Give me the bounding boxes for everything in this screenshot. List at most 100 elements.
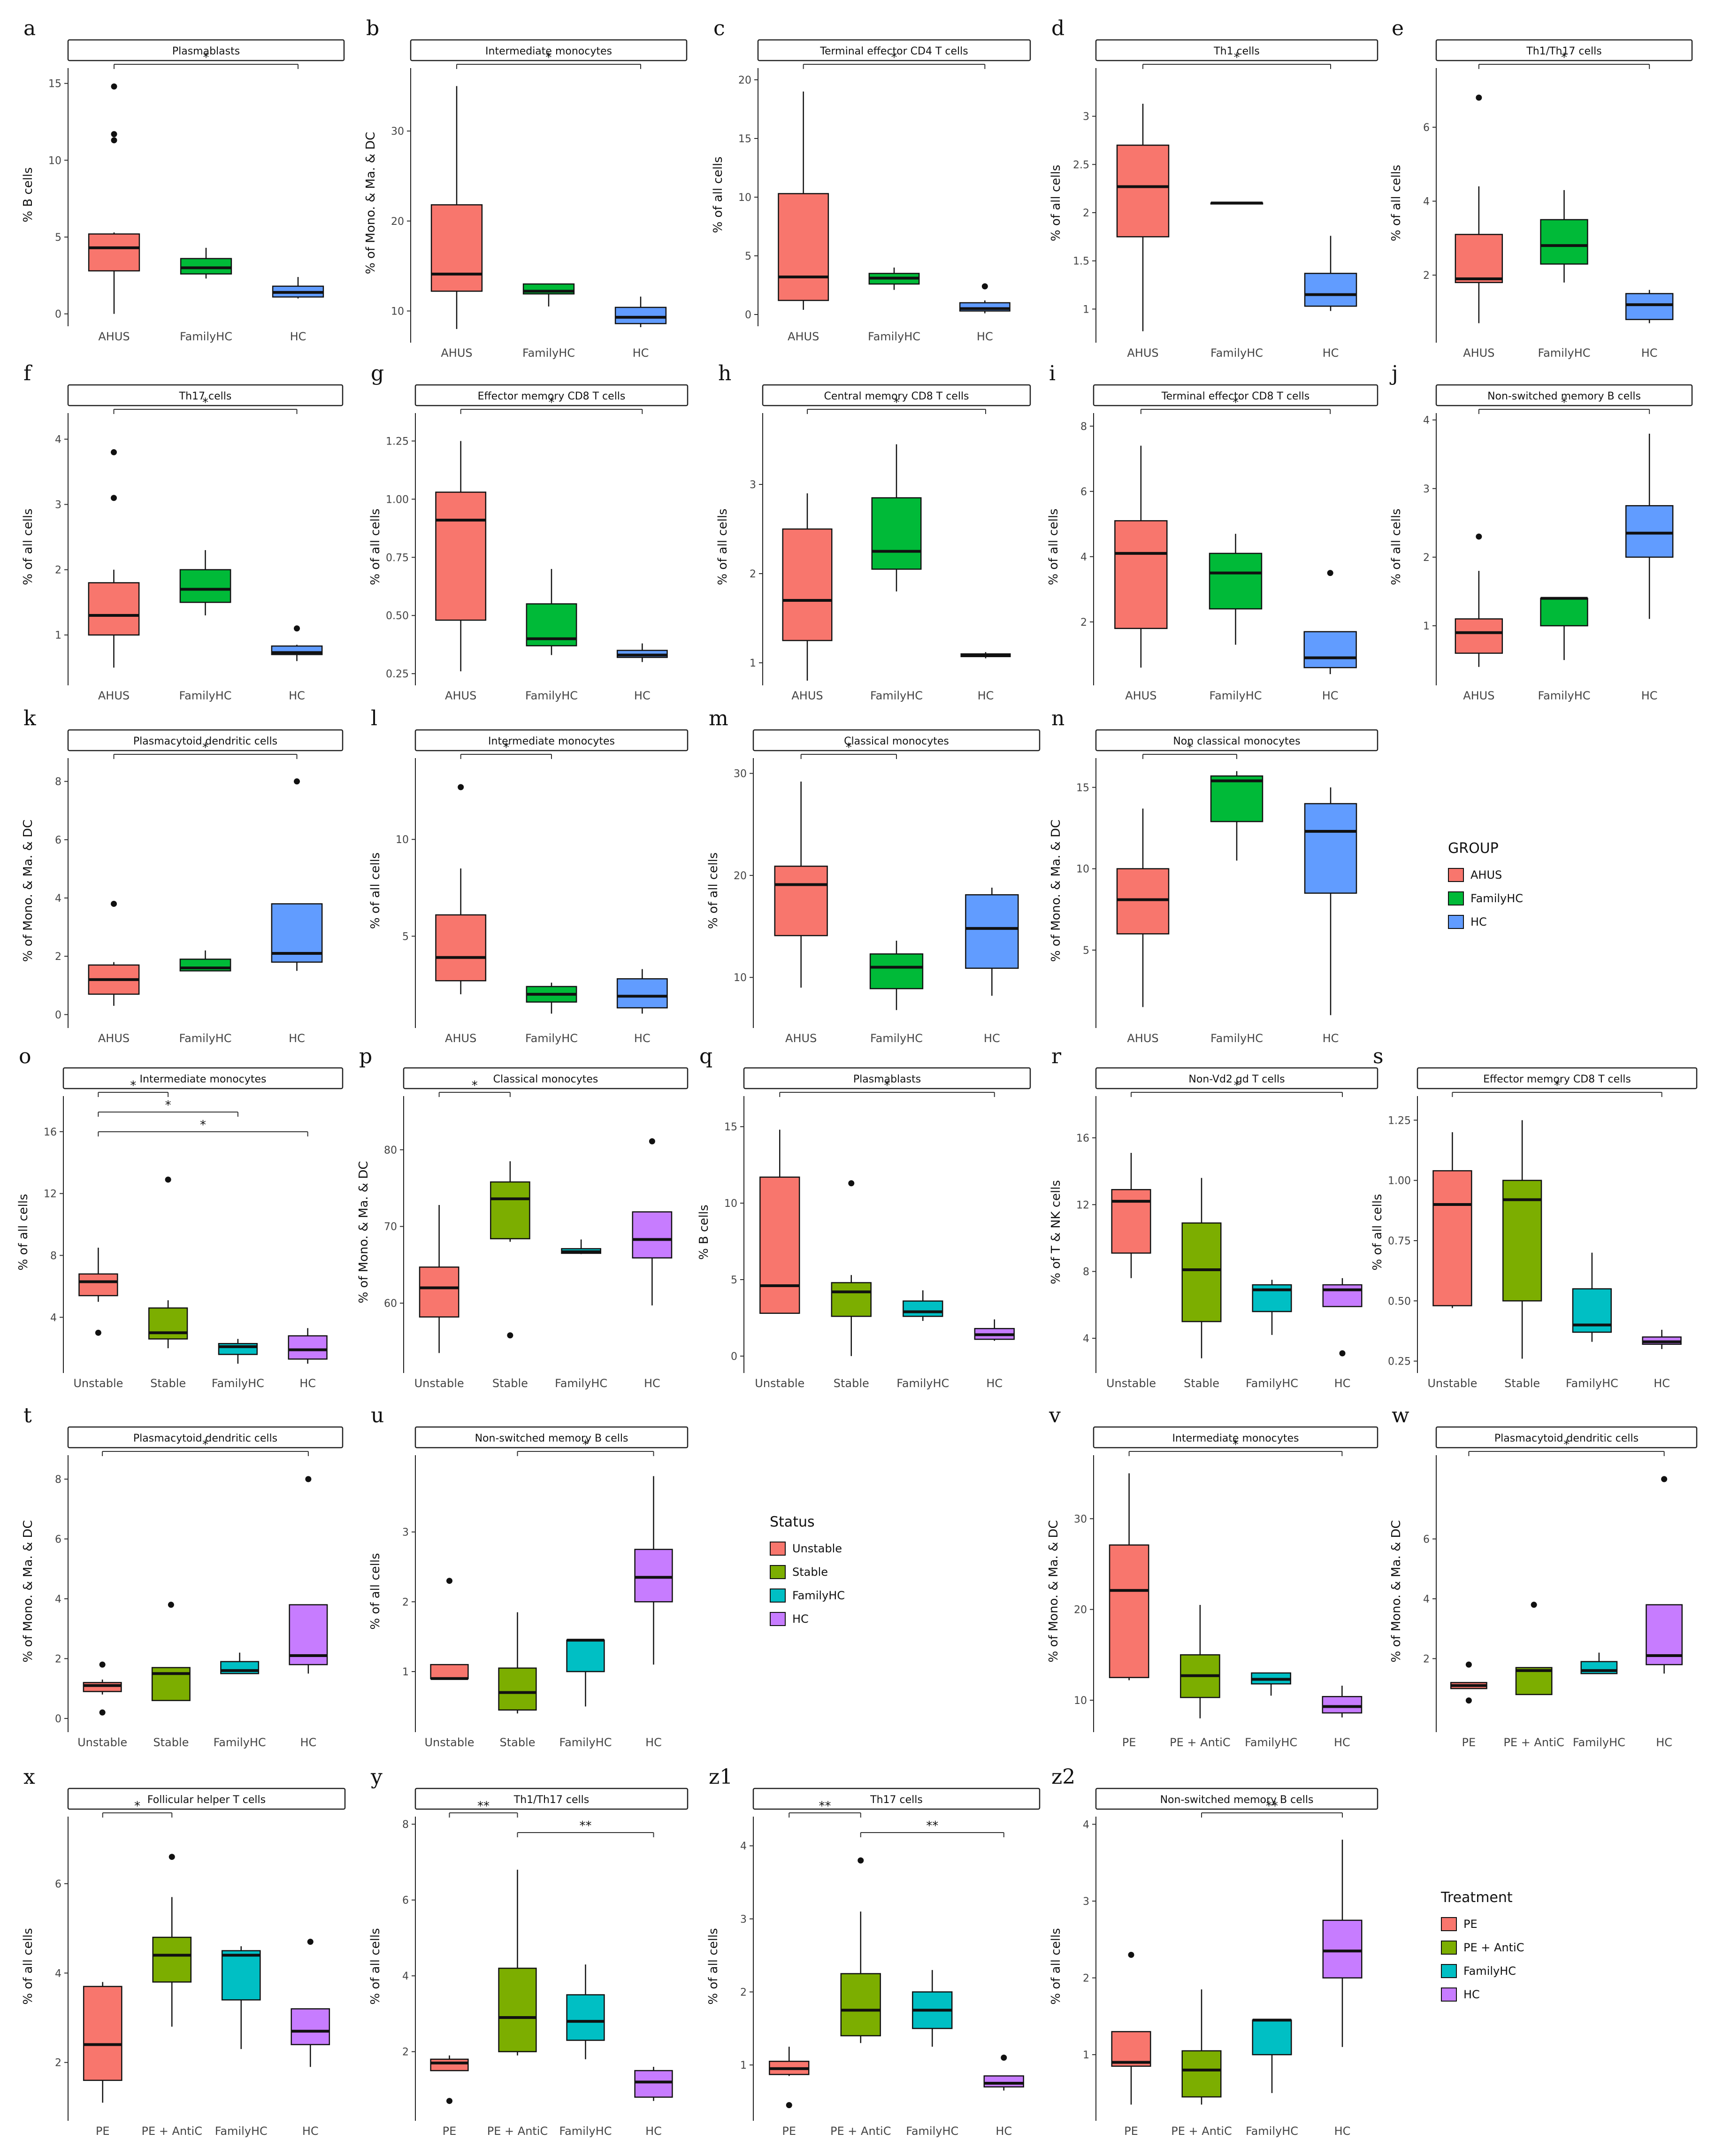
panel-f: f Th17 cells 1 2 3 4 % of all cells AHUS FamilyH… (21, 361, 344, 702)
panel-title: Effector memory CD8 T cells (478, 391, 626, 402)
y-tick-label: 4 (402, 1971, 409, 1982)
y-axis-label: % of all cells (368, 508, 383, 585)
box-familyhc (221, 1950, 261, 2001)
sig-label: * (884, 1079, 890, 1093)
y-tick-label: 15 (738, 133, 751, 145)
panel-letter: b (366, 16, 379, 40)
sig-label: * (130, 1079, 136, 1093)
panel-title-strip (414, 384, 689, 407)
panel-letter: u (371, 1404, 384, 1427)
panel-letter: d (1051, 16, 1064, 40)
y-axis-label: % of Mono. & Ma. & DC (1049, 820, 1063, 962)
y-axis-label: % of Mono. & Ma. & DC (21, 820, 35, 962)
y-tick-label: 0.75 (1388, 1235, 1411, 1247)
y-tick-label: 3 (1083, 1896, 1089, 1908)
panel-title-strip (1435, 384, 1693, 407)
box-familyhc (1209, 552, 1263, 610)
panel-letter: l (371, 706, 377, 730)
panel-title: Non-switched memory B cells (1487, 391, 1641, 402)
panel-letter: e (1392, 16, 1404, 40)
y-axis-label: % of Mono. & Ma. & DC (21, 1520, 35, 1662)
y-tick-label: 8 (1080, 421, 1087, 433)
y-tick-label: 2 (750, 568, 756, 580)
sig-label: * (582, 1438, 589, 1452)
x-tick-label: PE + AntiC (487, 2125, 548, 2138)
x-tick-label: HC (634, 1032, 651, 1045)
outlier-point (111, 495, 117, 501)
sig-label: * (1234, 51, 1240, 65)
panel-title-strip (1095, 39, 1378, 61)
panel-letter: x (23, 1765, 35, 1789)
panel-title-strip (757, 39, 1031, 61)
panel-letter: w (1392, 1404, 1409, 1427)
y-tick-label: 4 (1423, 415, 1430, 427)
box-hc (634, 2070, 673, 2098)
panel-e: e Th1/Th17 cells 2 4 6 % of all cells AHUS Fami… (1389, 16, 1693, 360)
y-axis-label: % of all cells (368, 852, 383, 929)
x-tick-label: HC (289, 689, 305, 702)
sig-label: * (202, 741, 208, 755)
y-tick-label: 1.25 (386, 436, 409, 447)
panel-title: Plasmacytoid dendritic cells (1494, 1433, 1639, 1444)
box-hc (983, 2075, 1024, 2088)
panel-y: y Th1/Th17 cells 2 4 6 8 % of all cells PE PE + … (368, 1765, 689, 2138)
x-tick-label: HC (1334, 1736, 1350, 1749)
box-familyhc (871, 497, 922, 570)
sig-label: * (202, 1438, 208, 1452)
box-ahus (430, 204, 483, 292)
panel-a: a Plasmablasts 0 5 10 15 % B cells AHUS FamilyHC… (21, 16, 345, 343)
x-tick-label: HC (633, 346, 649, 360)
box-ahus (435, 491, 487, 621)
y-tick-label: 1.5 (1073, 256, 1089, 268)
x-tick-label: FamilyHC (1538, 346, 1590, 360)
panel-g: g Effector memory CD8 T cells 0.25 0.50 0.75… (368, 361, 689, 702)
x-tick-label: FamilyHC (906, 2125, 958, 2138)
y-tick-label: 1 (55, 630, 61, 642)
y-tick-label: 1.25 (1388, 1115, 1411, 1127)
panel-title: Plasmablasts (172, 46, 240, 57)
x-tick-label: AHUS (441, 346, 472, 360)
x-tick-label: Stable (492, 1377, 528, 1390)
outlier-point (99, 1709, 106, 1716)
y-axis-label: % of all cells (1389, 508, 1403, 585)
x-tick-label: AHUS (1463, 689, 1494, 702)
panel-title-strip (414, 729, 689, 752)
panel-title-strip (1093, 384, 1378, 407)
sig-label: * (891, 51, 897, 65)
panel-title-strip (762, 384, 1031, 407)
panel-q: q Plasmablasts 0 5 10 15 % B cells Unstable Stab… (697, 1044, 1031, 1390)
y-tick-label: 0 (55, 1009, 61, 1021)
outlier-point (307, 1939, 314, 1945)
y-tick-label: 1.00 (1388, 1175, 1411, 1187)
x-tick-label: PE (1122, 1736, 1136, 1749)
sig-label: * (134, 1799, 140, 1813)
y-tick-label: 10 (391, 306, 404, 318)
y-tick-label: 20 (738, 75, 751, 86)
y-tick-label: 5 (745, 251, 751, 262)
box-familyhc (566, 1639, 605, 1673)
box-ahus (1116, 868, 1170, 935)
box-familyhc (180, 258, 232, 275)
panel-title: Intermediate monocytes (488, 736, 615, 747)
box-unstable (1111, 1189, 1151, 1254)
panel-title-strip (403, 1067, 689, 1090)
box-unstable (430, 1664, 469, 1680)
y-tick-label: 30 (391, 126, 404, 138)
outlier-point (848, 1180, 855, 1187)
outlier-point (294, 778, 300, 785)
panel-h: h Central memory CD8 T cells 1 2 3 % of all c… (716, 361, 1031, 702)
panel-u: u Non-switched memory B cells 1 2 3 % of all … (368, 1404, 689, 1749)
x-tick-label: Unstable (755, 1377, 804, 1390)
x-tick-label: FamilyHC (1210, 1032, 1263, 1045)
x-tick-label: FamilyHC (525, 1032, 578, 1045)
panel-r: r Non-Vd2 gd T cells 4 8 12 16 % of T & NK cel… (1049, 1044, 1378, 1390)
x-tick-label: HC (1656, 1736, 1672, 1749)
panel-title: Terminal effector CD4 T cells (819, 46, 968, 57)
y-axis-label: % B cells (697, 1205, 711, 1259)
y-tick-label: 4 (55, 893, 61, 905)
panel-title-strip (1093, 1426, 1378, 1449)
sig-label: * (1561, 51, 1567, 65)
outlier-point (1128, 1951, 1134, 1958)
panel-t: t Plasmacytoid dendritic cells 0 2 4 6 8 % of M… (21, 1404, 344, 1749)
